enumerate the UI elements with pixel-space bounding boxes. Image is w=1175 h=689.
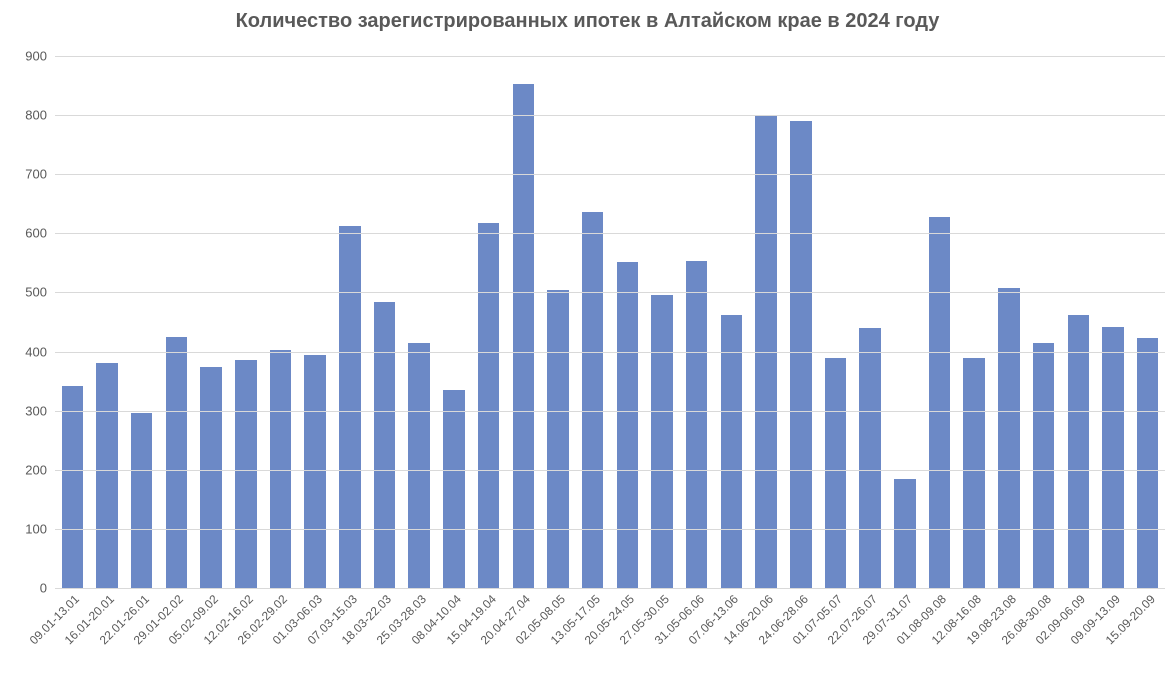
plot-area: 09.01-13.0116.01-20.0122.01-26.0129.01-0… bbox=[55, 56, 1165, 588]
bar bbox=[547, 290, 569, 588]
y-tick-label: 200 bbox=[25, 462, 55, 477]
bar bbox=[894, 479, 916, 588]
bar bbox=[1137, 338, 1159, 588]
gridline bbox=[55, 588, 1165, 589]
bar bbox=[200, 367, 222, 588]
y-tick-label: 500 bbox=[25, 285, 55, 300]
bar bbox=[686, 261, 708, 588]
bar bbox=[1033, 343, 1055, 588]
gridline bbox=[55, 529, 1165, 530]
gridline bbox=[55, 174, 1165, 175]
bar bbox=[443, 390, 465, 588]
gridline bbox=[55, 115, 1165, 116]
gridline bbox=[55, 352, 1165, 353]
bar bbox=[1068, 315, 1090, 588]
bar bbox=[998, 288, 1020, 588]
bar bbox=[790, 121, 812, 588]
bar bbox=[235, 360, 257, 588]
y-tick-label: 800 bbox=[25, 108, 55, 123]
bar bbox=[408, 343, 430, 588]
bar bbox=[339, 226, 361, 588]
bar bbox=[825, 358, 847, 588]
bar bbox=[96, 363, 118, 588]
bar bbox=[513, 84, 535, 588]
gridline bbox=[55, 233, 1165, 234]
bar bbox=[131, 413, 153, 588]
bar bbox=[721, 315, 743, 588]
chart-title: Количество зарегистрированных ипотек в А… bbox=[0, 10, 1175, 33]
gridline bbox=[55, 470, 1165, 471]
bar bbox=[478, 223, 500, 588]
bar bbox=[859, 328, 881, 588]
y-tick-label: 700 bbox=[25, 167, 55, 182]
y-tick-label: 900 bbox=[25, 49, 55, 64]
y-tick-label: 300 bbox=[25, 403, 55, 418]
bar bbox=[166, 337, 188, 588]
bar bbox=[374, 302, 396, 588]
y-tick-label: 400 bbox=[25, 344, 55, 359]
y-tick-label: 0 bbox=[40, 581, 55, 596]
y-tick-label: 100 bbox=[25, 521, 55, 536]
bar bbox=[651, 295, 673, 588]
bars-layer bbox=[55, 56, 1165, 588]
y-tick-label: 600 bbox=[25, 226, 55, 241]
bar bbox=[304, 355, 326, 588]
bar bbox=[62, 386, 84, 588]
bar bbox=[1102, 327, 1124, 588]
bar bbox=[929, 217, 951, 588]
gridline bbox=[55, 56, 1165, 57]
gridline bbox=[55, 292, 1165, 293]
bar bbox=[582, 212, 604, 588]
gridline bbox=[55, 411, 1165, 412]
bar bbox=[963, 358, 985, 588]
bar bbox=[617, 262, 639, 588]
chart-container: Количество зарегистрированных ипотек в А… bbox=[0, 0, 1175, 689]
